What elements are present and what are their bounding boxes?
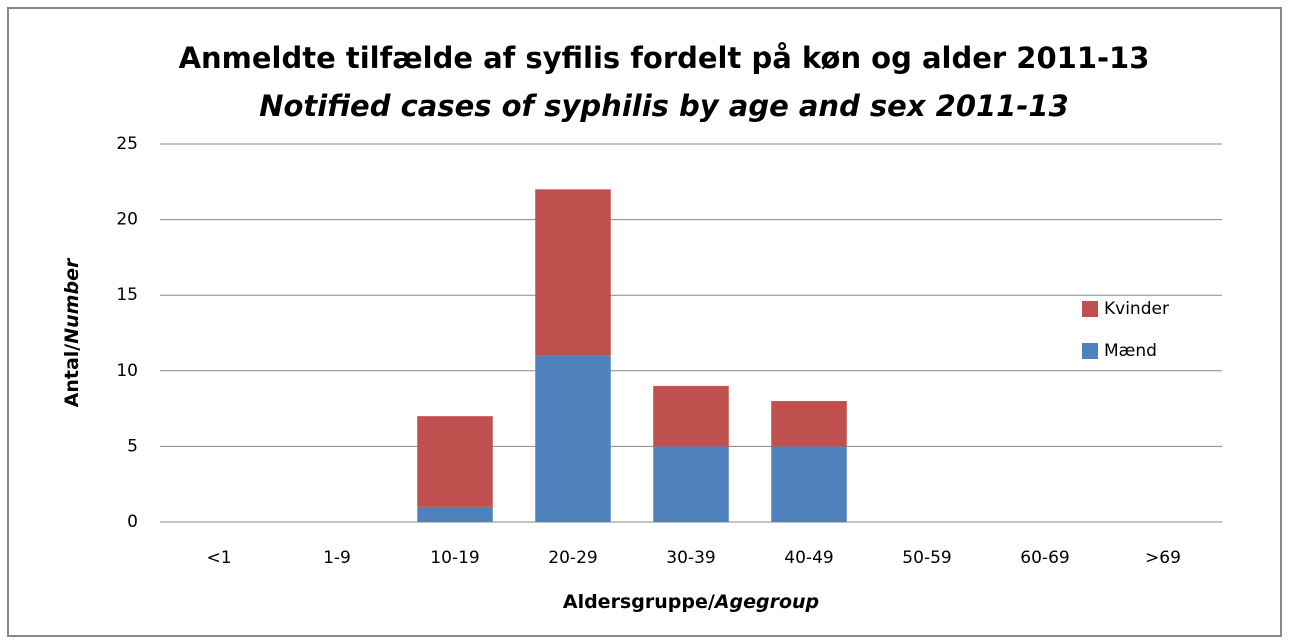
- x-tick-label: >69: [1145, 548, 1181, 568]
- chart-subtitle: Notified cases of syphilis by age and se…: [259, 89, 1069, 123]
- legend-label: Kvinder: [1104, 299, 1169, 319]
- bar-segment: [653, 446, 729, 522]
- x-axis-label-part: Aldersgruppe/: [563, 591, 715, 613]
- chart-frame: [7, 7, 1282, 637]
- y-axis-label-part: Number: [61, 257, 83, 344]
- y-tick-label: 10: [116, 361, 138, 381]
- y-tick-label: 20: [116, 210, 138, 230]
- y-tick-label: 0: [127, 512, 138, 532]
- chart-title: Anmeldte tilfælde af syfilis fordelt på …: [179, 41, 1150, 75]
- y-axis-label-part: Antal/: [61, 344, 83, 408]
- x-axis-label-part: Agegroup: [713, 591, 819, 613]
- bar-segment: [417, 416, 493, 507]
- x-axis-label: Aldersgruppe/Agegroup: [563, 591, 819, 613]
- bar-segment: [771, 401, 847, 447]
- x-tick-label: 30-39: [666, 548, 715, 568]
- legend-swatch: [1082, 343, 1098, 359]
- y-tick-label: 25: [116, 134, 138, 154]
- x-tick-label: 40-49: [784, 548, 833, 568]
- x-tick-label: <1: [206, 548, 231, 568]
- bar-segment: [653, 385, 729, 447]
- x-tick-label: 60-69: [1020, 548, 1069, 568]
- bar-segment: [535, 189, 611, 356]
- x-tick-label: 50-59: [902, 548, 951, 568]
- y-tick-label: 15: [116, 285, 138, 305]
- legend-label: Mænd: [1104, 341, 1157, 361]
- bar-segment: [771, 446, 847, 522]
- x-tick-label: 10-19: [430, 548, 479, 568]
- x-tick-label: 20-29: [548, 548, 597, 568]
- y-tick-label: 5: [127, 436, 138, 456]
- y-axis-label: Antal/Number: [61, 257, 83, 407]
- bar-segment: [417, 506, 493, 522]
- legend-swatch: [1082, 301, 1098, 317]
- x-tick-label: 1-9: [323, 548, 351, 568]
- bar-segment: [535, 355, 611, 522]
